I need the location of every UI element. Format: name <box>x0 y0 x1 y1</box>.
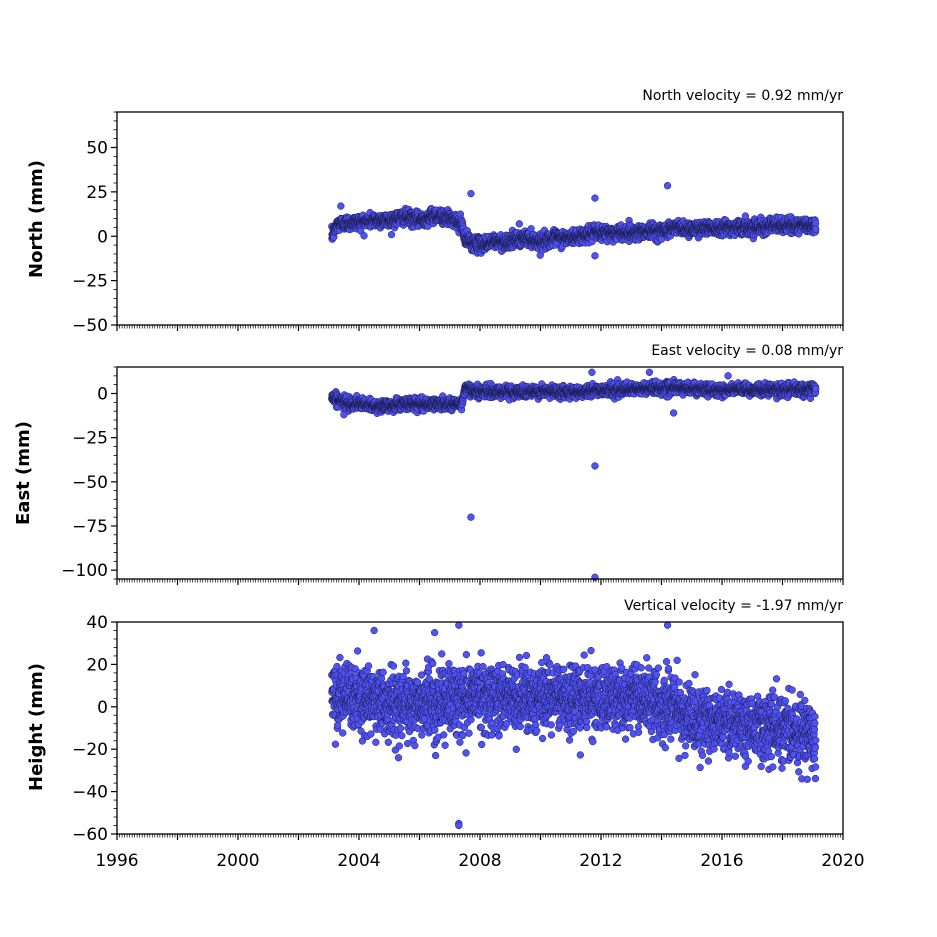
data-point <box>360 232 368 240</box>
y-tick-label: 0 <box>97 227 108 247</box>
y-tick-label: 50 <box>86 139 108 159</box>
y-tick-label: 25 <box>86 183 108 203</box>
north-ylabel: North (mm) <box>26 160 47 278</box>
outlier-point <box>591 194 599 202</box>
north-panel: North velocity = 0.92 mm/yr North (mm) −… <box>26 88 844 336</box>
east-velocity-annotation: East velocity = 0.08 mm/yr <box>651 343 843 359</box>
data-point <box>387 230 396 239</box>
y-tick-label: −25 <box>72 272 108 292</box>
outlier-point <box>515 220 523 228</box>
north-velocity-annotation: North velocity = 0.92 mm/yr <box>642 88 843 104</box>
data-point <box>812 225 820 233</box>
outlier-point <box>467 190 475 198</box>
outlier-point <box>663 182 672 190</box>
outlier-point <box>337 202 345 210</box>
east-ylabel: East (mm) <box>13 421 34 525</box>
outlier-point <box>591 252 599 260</box>
y-tick-label: −50 <box>72 316 108 336</box>
north-points <box>328 182 820 260</box>
